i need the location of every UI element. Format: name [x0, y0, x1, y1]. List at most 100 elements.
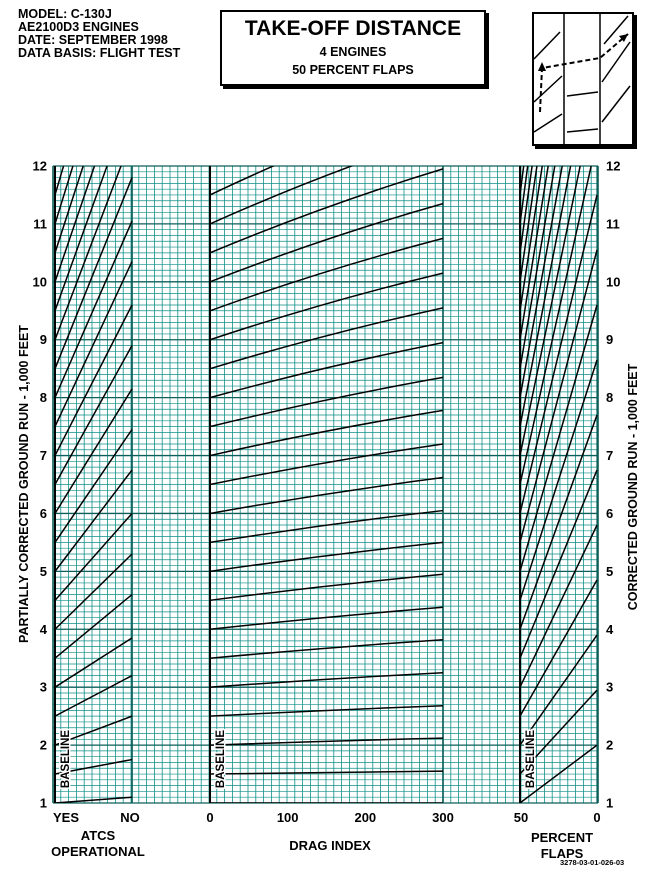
guide-line: [209, 376, 444, 428]
guide-line: [519, 166, 563, 398]
guide-line: [54, 345, 133, 485]
y-tick-label-right: 10: [606, 274, 620, 289]
y-tick-label-left: 9: [40, 332, 47, 347]
grid-group: [52, 165, 598, 804]
y-tick-label-left: 7: [40, 448, 47, 463]
y-tick-label-left: 8: [40, 390, 47, 405]
guide-line: [54, 220, 133, 398]
guide-line: [209, 341, 444, 399]
chart-title: TAKE-OFF DISTANCE: [244, 17, 462, 40]
guide-line: [54, 796, 133, 803]
guide-line: [209, 770, 444, 775]
guide-line: [209, 476, 444, 515]
y-tick-label-left: 1: [40, 796, 47, 811]
guide-line: [54, 166, 122, 340]
y-tick-label-right: 9: [606, 332, 613, 347]
guide-line: [209, 573, 444, 602]
guide-line: [54, 553, 133, 630]
guide-line: [519, 469, 598, 659]
guide-line: [54, 261, 133, 427]
guide-line: [519, 249, 598, 543]
y-tick-label-left: 6: [40, 506, 47, 521]
guide-line: [54, 758, 133, 775]
guide-line: [209, 606, 444, 631]
y-tick-label-left: 2: [40, 738, 47, 753]
guide-line: [519, 359, 598, 601]
guide-line: [519, 579, 598, 717]
guide-line: [209, 237, 444, 312]
guide-line: [54, 177, 133, 369]
guide-line: [519, 304, 598, 572]
guide-line: [209, 737, 444, 746]
guide-line: [519, 689, 598, 775]
x-axis-title-flaps: FLAPS: [541, 846, 584, 861]
guide-line: [209, 541, 444, 573]
x-tick-label-drag-index: 300: [432, 810, 454, 825]
y-tick-label-right: 7: [606, 448, 613, 463]
x-tick-label-drag-index: 200: [354, 810, 376, 825]
guide-line: [519, 414, 598, 630]
y-tick-label-left: 11: [33, 216, 47, 231]
example-path-icon: [533, 14, 631, 144]
guide-line: [209, 509, 444, 544]
subtitle-engines: 4 ENGINES: [319, 45, 387, 59]
y-tick-label-left: 12: [33, 159, 47, 174]
x-tick-label-drag-index: 100: [277, 810, 299, 825]
y-tick-label-right: 12: [606, 159, 620, 174]
data-basis-label: DATA BASIS: FLIGHT TEST: [18, 46, 181, 60]
guide-line: [54, 715, 133, 746]
guide-line: [519, 166, 572, 427]
y-tick-label-right: 11: [606, 216, 620, 231]
guide-lines-atcs: [54, 166, 133, 803]
x-tick-label-drag-index: 0: [206, 810, 213, 825]
x-axis-title-drag-index: DRAG INDEX: [289, 838, 371, 853]
y-tick-label-left: 3: [40, 680, 47, 695]
guide-line: [54, 469, 133, 572]
guide-line: [519, 166, 592, 485]
example-path-inset: [532, 12, 634, 146]
guide-line: [54, 166, 74, 225]
y-tick-label-right: 8: [606, 390, 613, 405]
guide-lines-drag_index: [209, 166, 444, 803]
guide-line: [519, 166, 544, 311]
baseline-label: BASELINE: [60, 730, 72, 788]
y-tick-label-left: 5: [40, 564, 47, 579]
y-tick-label-right: 1: [606, 796, 613, 811]
document-id: 3278-03-01-026-03: [560, 858, 625, 867]
guide-line: [209, 671, 444, 688]
guide-line: [54, 593, 133, 659]
baseline-label: BASELINE: [215, 730, 227, 788]
guide-line: [209, 443, 444, 486]
x-tick-label-flaps: 50: [514, 810, 528, 825]
guide-line: [209, 168, 444, 254]
x-tick-label-atcs: NO: [120, 810, 140, 825]
title-box: TAKE-OFF DISTANCE 4 ENGINES 50 PERCENT F…: [220, 10, 486, 86]
guide-line: [519, 166, 549, 340]
guide-line: [54, 166, 108, 312]
guide-line: [209, 704, 444, 717]
y-tick-label-left: 10: [33, 274, 47, 289]
guide-line: [209, 409, 444, 457]
x-tick-label-flaps: 0: [593, 810, 600, 825]
model-label: MODEL: C-130J: [18, 7, 112, 21]
y-tick-label-right: 3: [606, 680, 613, 695]
guide-line: [54, 304, 133, 456]
guide-line: [54, 388, 133, 514]
baseline-label: BASELINE: [525, 730, 537, 788]
x-axis-title-atcs: OPERATIONAL: [51, 844, 145, 859]
guide-line: [519, 166, 556, 369]
y-tick-label-right: 6: [606, 506, 613, 521]
date-label: DATE: SEPTEMBER 1998: [18, 33, 168, 47]
guide-line: [209, 272, 444, 341]
y-tick-label-left: 4: [40, 622, 48, 637]
guide-line: [54, 166, 84, 254]
y-axis-title-left: PARTIALLY CORRECTED GROUND RUN - 1,000 F…: [17, 325, 31, 643]
y-tick-label-right: 2: [606, 738, 613, 753]
y-axis-title-right: CORRECTED GROUND RUN - 1,000 FEET: [626, 363, 640, 610]
guide-line: [54, 674, 133, 717]
guide-line: [209, 307, 444, 370]
y-tick-label-right: 4: [606, 622, 614, 637]
x-axis-title-flaps: PERCENT: [531, 830, 593, 845]
guide-line: [209, 638, 444, 659]
guide-line: [209, 202, 444, 283]
